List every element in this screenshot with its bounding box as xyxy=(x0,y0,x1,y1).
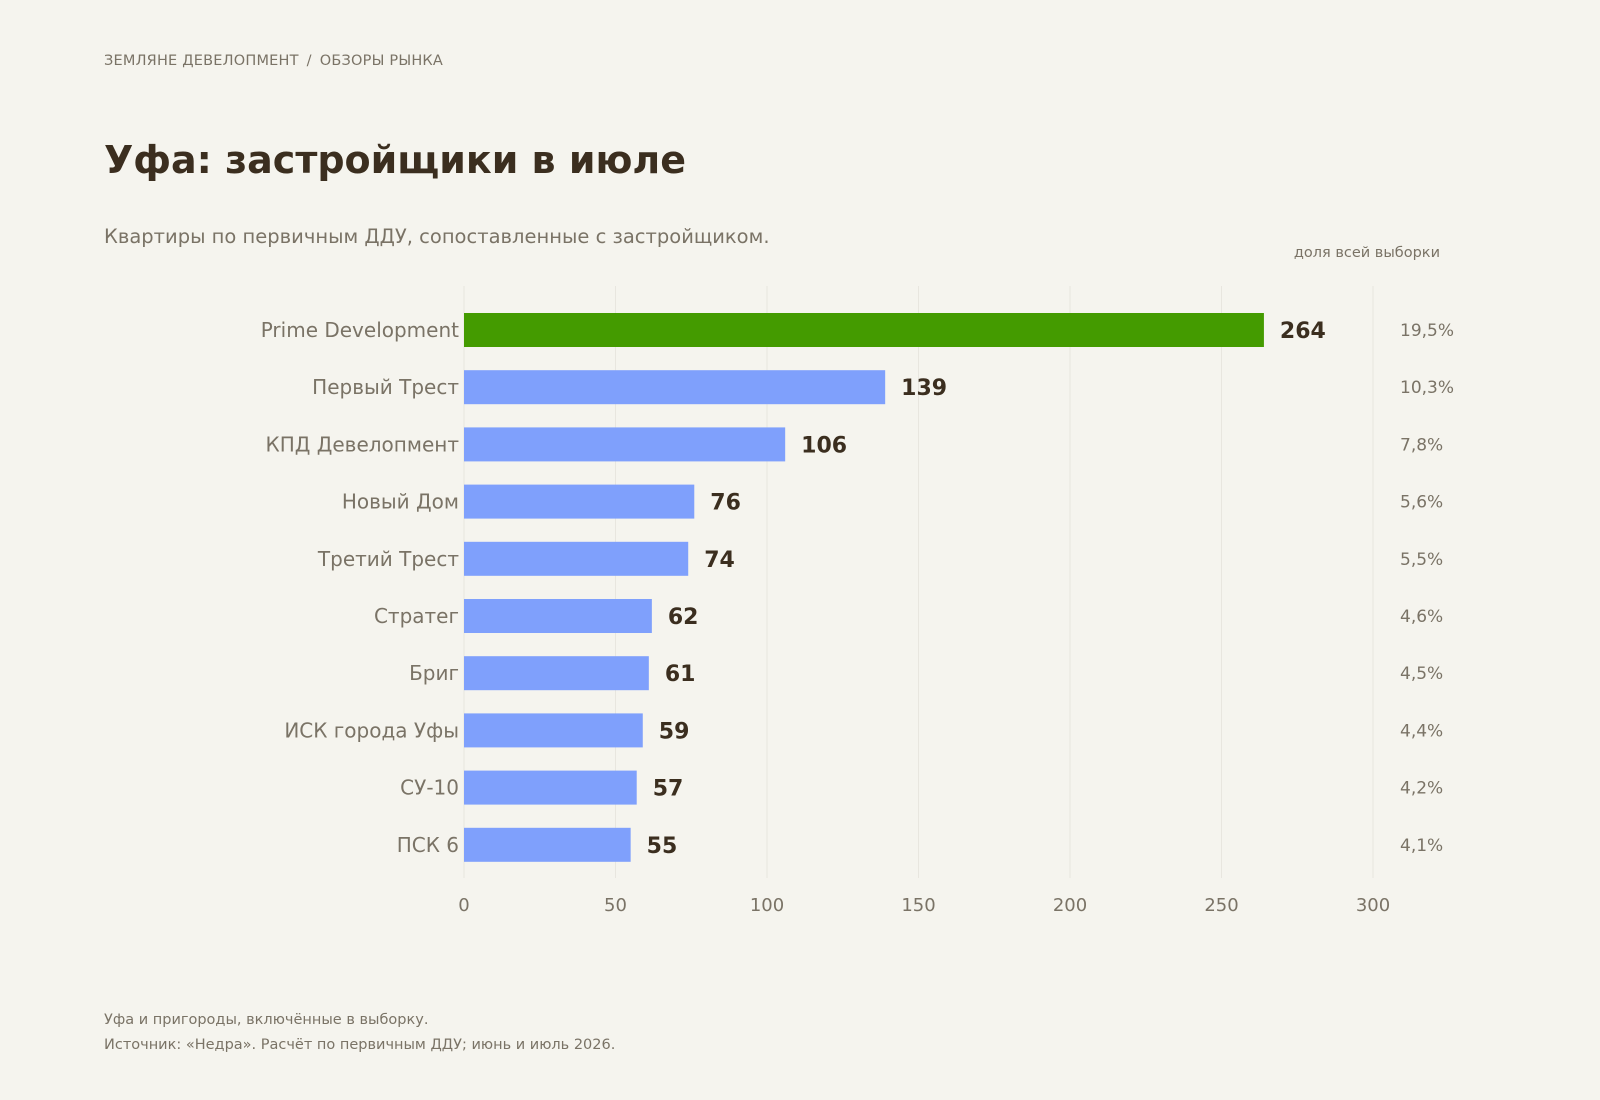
share-label: 4,1% xyxy=(1400,836,1443,856)
category-label: Стратег xyxy=(374,604,459,628)
value-labels: 264 139 106 76 74 62 61 59 57 55 xyxy=(647,319,1326,859)
share-label: 4,6% xyxy=(1400,607,1443,627)
category-label: КПД Девелопмент xyxy=(266,432,460,456)
bar[interactable] xyxy=(464,599,652,633)
x-tick-label: 250 xyxy=(1204,895,1238,916)
footer: Уфа и пригороды, включённые в выборку. И… xyxy=(104,1008,615,1059)
breadcrumb-separator: / xyxy=(306,53,312,69)
bar[interactable] xyxy=(464,484,695,519)
value-label: 55 xyxy=(647,834,678,859)
footer-note: Уфа и пригороды, включённые в выборку. xyxy=(104,1012,429,1028)
x-tick-label: 150 xyxy=(901,895,935,916)
category-label: ПСК 6 xyxy=(397,833,459,857)
value-label: 57 xyxy=(653,777,684,802)
x-tick-label: 200 xyxy=(1053,895,1087,916)
value-label: 76 xyxy=(710,491,741,516)
bar[interactable] xyxy=(464,313,1264,347)
x-tick-label: 50 xyxy=(604,895,627,916)
bar[interactable] xyxy=(464,541,689,576)
share-label: 19,5% xyxy=(1400,321,1454,341)
x-axis-ticks: 0 50 100 150 200 250 300 xyxy=(458,895,1390,916)
bar[interactable] xyxy=(464,770,637,805)
bar[interactable] xyxy=(464,427,786,462)
category-label: Prime Development xyxy=(261,318,459,342)
value-label: 106 xyxy=(801,433,847,458)
category-label: Первый Трест xyxy=(312,375,459,399)
bar[interactable] xyxy=(464,370,886,405)
share-label: 4,4% xyxy=(1400,721,1443,741)
value-label: 59 xyxy=(659,719,690,744)
bar[interactable] xyxy=(464,713,643,748)
bar[interactable] xyxy=(464,827,631,862)
breadcrumb: ЗЕМЛЯНЕ ДЕВЕЛОПМЕНТ / ОБЗОРЫ РЫНКА xyxy=(104,53,443,69)
x-tick-label: 0 xyxy=(458,895,469,916)
footer-source: Источник: «Недра». Расчёт по первичным Д… xyxy=(104,1037,616,1054)
share-column-header: доля всей выборки xyxy=(1293,245,1440,261)
value-label: 61 xyxy=(665,662,696,687)
category-labels: Prime Development Первый Трест КПД Девелоп… xyxy=(261,318,460,857)
category-label: Третий Трест xyxy=(317,547,459,571)
share-label: 5,5% xyxy=(1400,550,1443,570)
category-label: ИСК города Уфы xyxy=(284,718,459,742)
bars xyxy=(464,313,1264,862)
category-label: Новый Дом xyxy=(342,490,459,514)
bar-chart: Prime Development Первый Трест КПД Девелоп… xyxy=(261,286,1454,916)
share-label: 10,3% xyxy=(1400,378,1454,398)
category-label: СУ-10 xyxy=(400,776,459,800)
x-tick-label: 300 xyxy=(1356,895,1390,916)
value-label: 264 xyxy=(1280,319,1326,344)
share-label: 4,2% xyxy=(1400,779,1443,799)
category-label: Бриг xyxy=(409,661,459,685)
share-labels: 19,5% 10,3% 7,8% 5,6% 5,5% 4,6% 4,5% 4,4% 4,2% 4,… xyxy=(1400,321,1454,856)
value-label: 74 xyxy=(704,548,735,573)
share-label: 4,5% xyxy=(1400,664,1443,684)
breadcrumb-section[interactable]: ОБЗОРЫ РЫНКА xyxy=(319,53,444,69)
page-subtitle: Квартиры по первичным ДДУ, сопоставленны… xyxy=(104,225,770,248)
value-label: 62 xyxy=(668,605,699,630)
share-label: 5,6% xyxy=(1400,493,1443,513)
breadcrumb-company[interactable]: ЗЕМЛЯНЕ ДЕВЕЛОПМЕНТ xyxy=(104,53,299,69)
x-tick-label: 100 xyxy=(750,895,784,916)
share-label: 7,8% xyxy=(1400,435,1443,455)
bar[interactable] xyxy=(464,656,649,691)
page-title: Уфа: застройщики в июле xyxy=(104,138,687,182)
value-label: 139 xyxy=(901,376,947,401)
